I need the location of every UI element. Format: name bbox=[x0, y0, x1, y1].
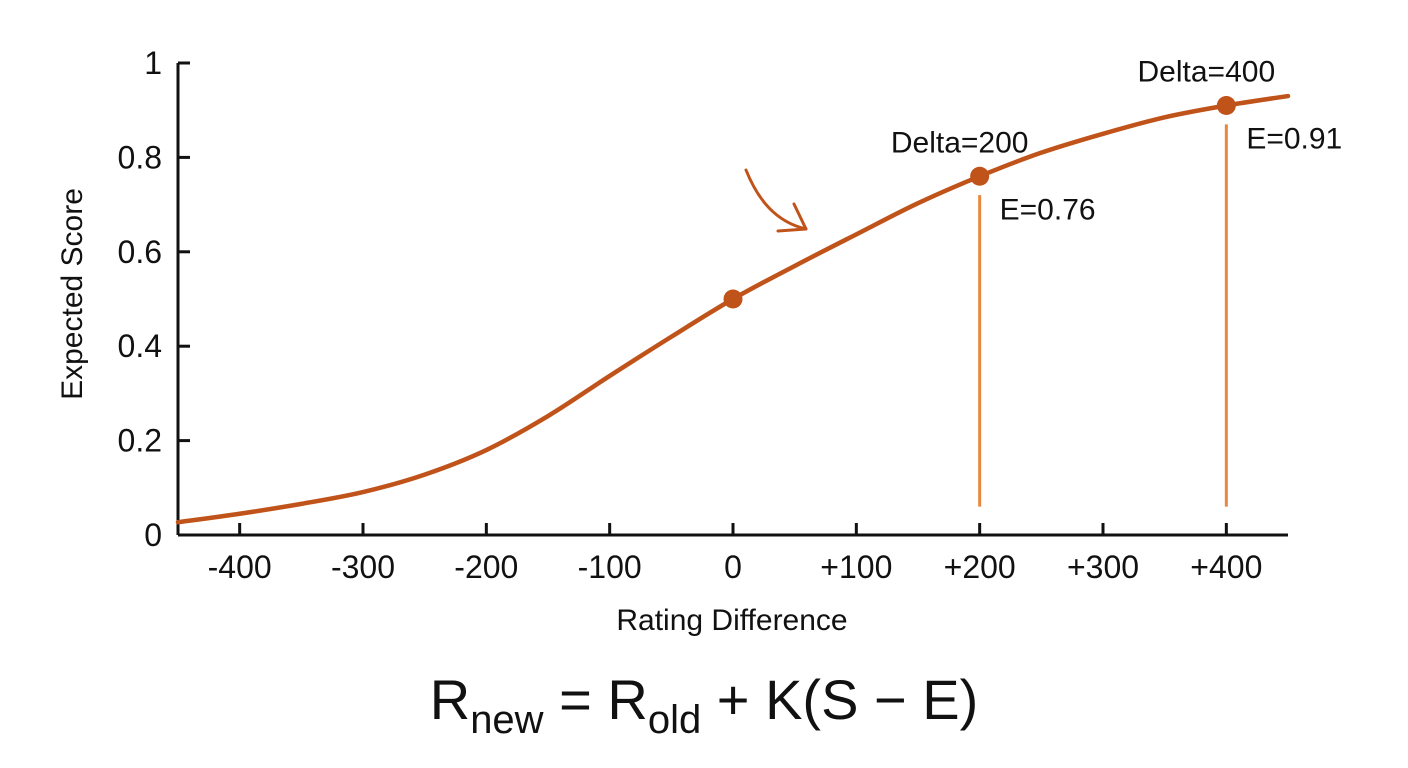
expected-score-chart: -400 -300 -200 -100 0 +100 +200 +300 +400 0 0.2 0.… bbox=[56, 45, 1342, 637]
point-labels: Delta=200 E=0.76 Delta=400 E=0.91 bbox=[891, 55, 1342, 226]
y-tick-label: 0.4 bbox=[118, 328, 162, 364]
formula-old-subscript: old bbox=[647, 698, 702, 742]
delta-label: Delta=200 bbox=[891, 126, 1029, 159]
expected-value-label: E=0.76 bbox=[1000, 193, 1096, 226]
arrow-head-icon bbox=[776, 202, 808, 233]
x-tick-label: -400 bbox=[208, 549, 272, 585]
y-tick-label: 0.2 bbox=[118, 423, 162, 459]
y-tick-label: 0.8 bbox=[118, 139, 162, 175]
x-tick-label: -300 bbox=[331, 549, 395, 585]
annotation-layer bbox=[744, 168, 808, 233]
curved-arrow-icon bbox=[744, 168, 808, 231]
formula-r-new: R bbox=[429, 668, 471, 731]
highlight-point bbox=[1216, 95, 1236, 115]
expected-value-label: E=0.91 bbox=[1246, 122, 1342, 155]
drop-lines bbox=[978, 124, 1228, 507]
elo-update-formula: Rnew = Rold + K(S − E) bbox=[0, 660, 1408, 740]
highlight-point bbox=[970, 166, 990, 186]
x-tick-label: -100 bbox=[578, 549, 642, 585]
highlight-points bbox=[723, 95, 1236, 309]
x-axis-ticks: -400 -300 -200 -100 0 +100 +200 +300 +400 bbox=[208, 523, 1262, 585]
y-tick-label: 0.6 bbox=[118, 234, 162, 270]
x-tick-label: +300 bbox=[1067, 549, 1139, 585]
delta-label: Delta=400 bbox=[1138, 55, 1276, 88]
formula-r-old: R bbox=[607, 668, 648, 731]
formula-equals: = bbox=[543, 668, 608, 731]
y-tick-label: 0 bbox=[144, 517, 162, 553]
x-tick-label: +400 bbox=[1190, 549, 1262, 585]
y-axis-ticks: 0 0.2 0.4 0.6 0.8 1 bbox=[118, 45, 190, 553]
x-axis-title: Rating Difference bbox=[616, 604, 847, 637]
formula-rest: + K(S − E) bbox=[701, 668, 979, 731]
x-tick-label: +100 bbox=[820, 549, 892, 585]
x-tick-label: 0 bbox=[724, 549, 742, 585]
formula-new-subscript: new bbox=[470, 698, 544, 742]
y-tick-label: 1 bbox=[144, 45, 162, 81]
highlight-point bbox=[723, 289, 743, 309]
expected-score-curve bbox=[175, 93, 1291, 525]
x-tick-label: +200 bbox=[944, 549, 1016, 585]
x-tick-label: -200 bbox=[454, 549, 518, 585]
y-axis-title: Expected Score bbox=[56, 188, 89, 400]
